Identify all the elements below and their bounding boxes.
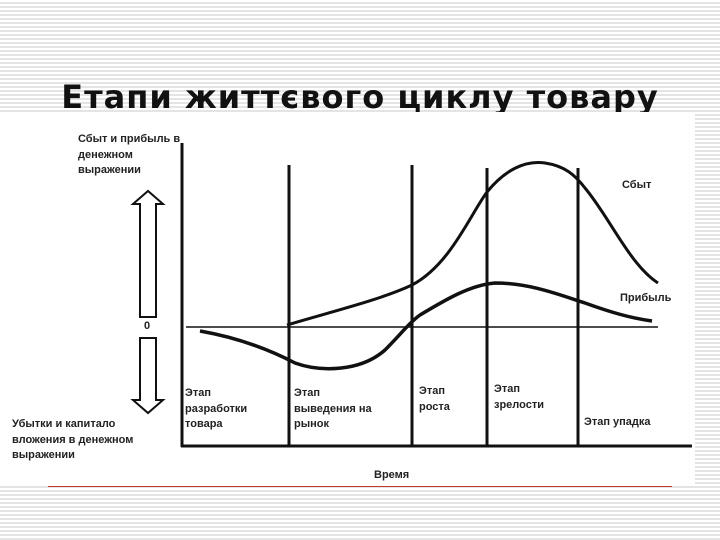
up-arrow [130, 189, 166, 318]
stage-growth: Этап роста [419, 384, 450, 415]
zero-label: 0 [144, 320, 151, 332]
stage-line: роста [419, 400, 450, 413]
stage-line: зрелости [494, 398, 544, 411]
stage-line: Этап [294, 387, 320, 399]
stage-development: Этап разработки товара [185, 386, 247, 433]
stage-line: выведения на [294, 402, 372, 415]
y-axis-bottom-label: Убытки и капитало вложения в денежном вы… [12, 417, 133, 464]
sales-label: Сбыт [622, 179, 652, 191]
label-line: вложения в денежном [12, 433, 134, 446]
profit-label: Прибыль [620, 292, 672, 304]
slide-title: Етапи життєвого циклу товару [61, 78, 659, 116]
stage-line: рынок [294, 418, 329, 430]
stage-line: Этап [419, 385, 445, 397]
down-arrow [130, 337, 166, 415]
stage-line: разработки [185, 402, 248, 415]
stage-line: Этап [494, 383, 520, 395]
stage-maturity: Этап зрелости [494, 382, 544, 413]
x-axis-label: Время [374, 469, 410, 481]
label-line: Убытки и капитало [12, 418, 116, 430]
label-line: выражении [78, 164, 141, 176]
label-line: Сбыт и прибыль в [78, 133, 181, 145]
red-divider [48, 486, 672, 487]
stage-line: Этап [185, 387, 211, 399]
sales-curve [286, 160, 659, 327]
stage-decline: Этап упадка [584, 415, 651, 431]
y-axis-top-label: Сбыт и прибыль в денежном выражении [78, 132, 180, 179]
label-line: выражении [12, 449, 75, 461]
stage-line: товара [185, 418, 223, 430]
label-line: денежном [78, 148, 133, 161]
profit-curve [199, 281, 653, 371]
stage-introduction: Этап выведения на рынок [294, 386, 372, 433]
stage-line: Этап упадка [584, 416, 651, 428]
